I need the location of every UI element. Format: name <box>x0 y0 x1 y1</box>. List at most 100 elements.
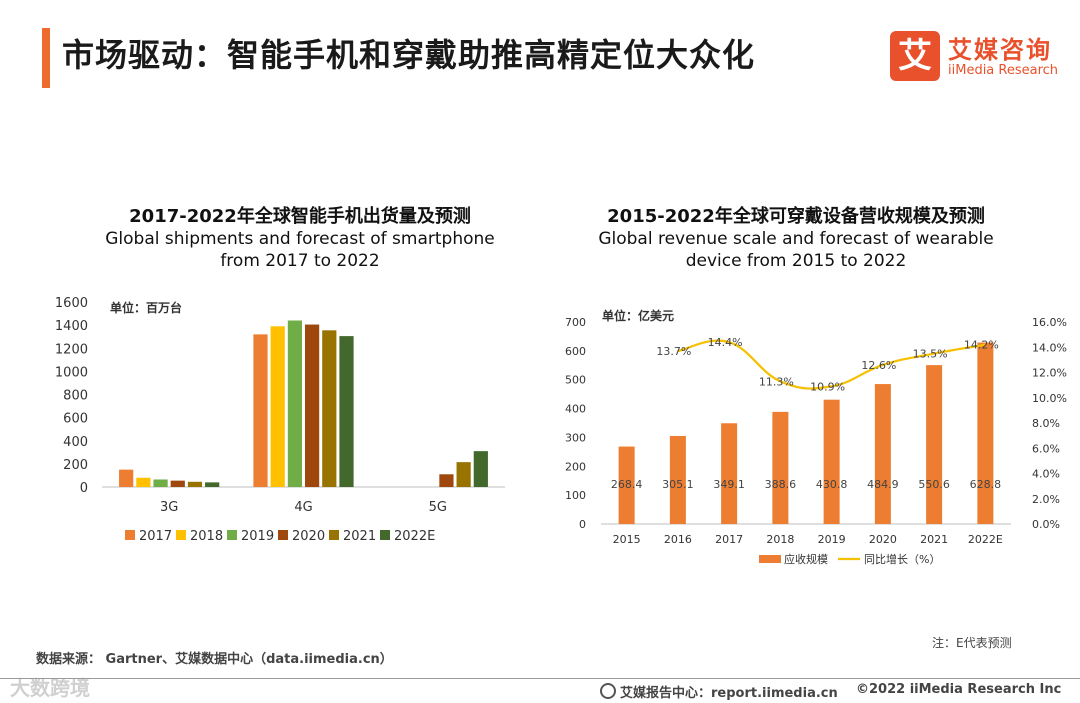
x-tick-label: 2019 <box>818 533 846 546</box>
revenue-bar-2017 <box>721 423 738 524</box>
y2-tick-label: 0.0% <box>1032 518 1060 531</box>
bar-2018-4G <box>270 326 285 487</box>
x-tick-label: 5G <box>429 500 447 515</box>
growth-label: 13.5% <box>913 348 948 361</box>
chart2-title-en-2: device from 2015 to 2022 <box>685 251 907 271</box>
legend-label-2019: 2019 <box>241 529 274 544</box>
legend-label-growth: 同比增长（%） <box>864 552 940 566</box>
bar-2020-4G <box>305 324 320 487</box>
legend-swatch-2019 <box>227 530 237 540</box>
chart1-title-en-1: Global shipments and forecast of smartph… <box>105 229 495 249</box>
y2-tick-label: 2.0% <box>1032 493 1060 506</box>
revenue-bar-label: 550.6 <box>918 478 950 491</box>
y2-tick-label: 4.0% <box>1032 468 1060 481</box>
y-tick-label: 600 <box>565 345 586 358</box>
revenue-bar-label: 628.8 <box>970 478 1002 491</box>
bar-2021-3G <box>187 481 203 487</box>
revenue-bar-label: 305.1 <box>662 478 694 491</box>
y-tick-label: 600 <box>63 412 88 427</box>
y-tick-label: 700 <box>565 316 586 329</box>
y-tick-label: 800 <box>63 389 88 404</box>
globe-icon <box>600 683 616 699</box>
y-tick-label: 1400 <box>55 319 88 334</box>
bar-2018-3G <box>136 477 151 487</box>
bar-2022E-3G <box>205 482 220 487</box>
legend-label-2017: 2017 <box>139 529 172 544</box>
watermark: 大数跨境 <box>10 676 90 700</box>
copyright: ©2022 iiMedia Research Inc <box>856 682 1062 697</box>
bar-2022E-4G <box>339 336 354 487</box>
bar-2020-5G <box>439 474 454 487</box>
chart2-title-en-1: Global revenue scale and forecast of wea… <box>598 229 994 249</box>
y-tick-label: 0 <box>80 481 88 496</box>
wearable-revenue-chart: 0 100 200 300 400 500 600 700 0.0% 2.0% 4.0% 6.0% 8.… <box>565 308 1067 566</box>
y-tick-label: 400 <box>565 403 586 416</box>
x-tick-label: 2020 <box>869 533 897 546</box>
x-tick-label: 2015 <box>613 533 641 546</box>
y-tick-label: 200 <box>565 460 586 473</box>
forecast-note: 注：E代表预测 <box>932 636 1012 650</box>
growth-label: 14.4% <box>708 336 743 349</box>
legend-label-2022E: 2022E <box>394 529 435 544</box>
bar-2019-4G <box>287 320 302 487</box>
x-tick-label: 2018 <box>766 533 794 546</box>
y-tick-label: 1600 <box>55 296 88 311</box>
y-tick-label: 400 <box>63 435 88 450</box>
growth-label: 11.3% <box>759 375 794 388</box>
x-tick-label: 3G <box>160 500 178 515</box>
revenue-bar-label: 388.6 <box>765 478 797 491</box>
legend-swatch-2021 <box>329 530 339 540</box>
y2-tick-label: 8.0% <box>1032 417 1060 430</box>
revenue-bar-2016 <box>669 435 686 524</box>
y2-tick-label: 10.0% <box>1032 392 1067 405</box>
revenue-bar-2018 <box>772 411 789 524</box>
revenue-bar-label: 268.4 <box>611 478 643 491</box>
page-title: 市场驱动：智能手机和穿戴助推高精定位大众化 <box>62 36 756 74</box>
bar-2022E-5G <box>473 451 488 487</box>
smartphone-shipments-chart: 0 200 400 600 800 1000 1200 1400 1600 单位：百万台 3G 4G 5… <box>55 296 505 544</box>
y-tick-label: 500 <box>565 374 586 387</box>
chart1-title-en-2: from 2017 to 2022 <box>220 251 380 271</box>
title-accent-bar <box>42 28 50 88</box>
chart2-title: 2015-2022年全球可穿戴设备营收规模及预测 Global revenue … <box>576 206 1016 272</box>
report-center-text: 艾媒报告中心：report.iimedia.cn <box>620 686 838 701</box>
revenue-bar-label: 349.1 <box>713 478 745 491</box>
logo-text-cn: 艾媒咨询 <box>948 36 1052 64</box>
revenue-bar-label: 430.8 <box>816 478 848 491</box>
legend-swatch-2020 <box>278 530 288 540</box>
chart1-title: 2017-2022年全球智能手机出货量及预测 Global shipments … <box>90 206 510 272</box>
legend-swatch-2018 <box>176 530 186 540</box>
x-tick-label: 4G <box>294 500 312 515</box>
y-tick-label: 0 <box>579 518 586 531</box>
x-tick-label: 2016 <box>664 533 692 546</box>
revenue-bar-2022E <box>977 342 994 524</box>
y2-tick-label: 16.0% <box>1032 316 1067 329</box>
legend-label-revenue: 应收规模 <box>784 552 828 566</box>
revenue-bar-2020 <box>874 384 891 524</box>
legend-label-2021: 2021 <box>343 529 376 544</box>
legend-swatch-2022E <box>380 530 390 540</box>
chart1-title-cn: 2017-2022年全球智能手机出货量及预测 <box>129 206 471 227</box>
x-tick-label: 2017 <box>715 533 743 546</box>
data-source: 数据来源： Gartner、艾媒数据中心（data.iimedia.cn） <box>36 652 393 667</box>
revenue-bar-2015 <box>618 446 635 524</box>
legend-swatch-2017 <box>125 530 135 540</box>
legend-swatch-revenue <box>759 555 781 563</box>
legend-label-2020: 2020 <box>292 529 325 544</box>
footer-divider <box>0 678 1080 679</box>
bar-2019-3G <box>153 479 168 487</box>
bar-2020-3G <box>170 480 185 487</box>
y2-tick-label: 12.0% <box>1032 367 1067 380</box>
y2-tick-label: 14.0% <box>1032 341 1067 354</box>
chart2-title-cn: 2015-2022年全球可穿戴设备营收规模及预测 <box>607 206 985 227</box>
growth-label: 13.7% <box>656 345 691 358</box>
growth-line <box>677 339 986 390</box>
growth-label: 10.9% <box>810 380 845 393</box>
revenue-bar-label: 484.9 <box>867 478 899 491</box>
growth-label: 12.6% <box>861 359 896 372</box>
y-tick-label: 100 <box>565 489 586 502</box>
y2-tick-label: 6.0% <box>1032 442 1060 455</box>
chart2-unit: 单位：亿美元 <box>602 308 674 323</box>
y-tick-label: 300 <box>565 431 586 444</box>
logo-text-en: iiMedia Research <box>948 63 1059 78</box>
